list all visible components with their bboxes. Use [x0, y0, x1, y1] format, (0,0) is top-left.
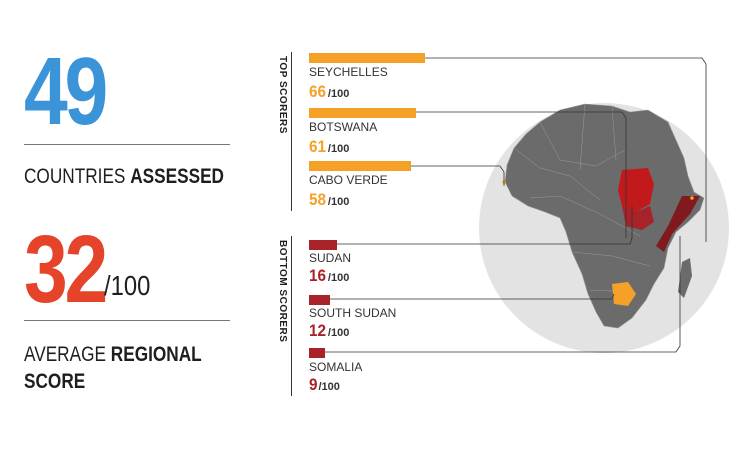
- score-seychelles: 66/100: [309, 82, 349, 102]
- score-south-sudan-max: /100: [327, 327, 350, 339]
- bar-sudan: [309, 240, 337, 250]
- sudan-region: [618, 168, 654, 212]
- score-somalia-max: /100: [318, 381, 340, 393]
- divider-top: [24, 144, 230, 145]
- average-label-line2: SCORE: [24, 370, 86, 393]
- score-seychelles-max: /100: [327, 88, 350, 100]
- score-seychelles-value: 66: [309, 82, 327, 101]
- average-score-number: 32: [24, 216, 108, 323]
- countries-label-bold: ASSESSED: [130, 165, 224, 188]
- bar-botswana: [309, 108, 416, 118]
- score-somalia: 9/100: [309, 375, 340, 395]
- bar-seychelles: [309, 53, 425, 63]
- label-south-sudan: SOUTH SUDAN: [309, 306, 397, 320]
- score-somalia-value: 9: [309, 375, 318, 394]
- score-sudan-value: 16: [309, 266, 327, 285]
- score-cabo-verde-value: 58: [309, 190, 327, 209]
- south-sudan-region: [622, 206, 654, 230]
- score-south-sudan-value: 12: [309, 321, 327, 340]
- score-botswana-value: 61: [309, 137, 327, 156]
- botswana-region: [612, 282, 636, 306]
- countries-label-plain: COUNTRIES: [24, 165, 131, 188]
- bar-somalia: [309, 348, 325, 358]
- label-somalia: SOMALIA: [309, 360, 363, 374]
- label-botswana: BOTSWANA: [309, 120, 378, 134]
- score-south-sudan: 12/100: [309, 321, 349, 341]
- bar-cabo-verde: [309, 161, 411, 171]
- average-label-plain: AVERAGE: [24, 343, 111, 366]
- divider-bottom: [24, 320, 230, 321]
- top-scorers-line: [291, 52, 292, 211]
- countries-assessed-label: COUNTRIES ASSESSED: [24, 163, 224, 190]
- top-scorers-label: TOP SCORERS: [277, 56, 288, 134]
- bottom-scorers-label: BOTTOM SCORERS: [277, 240, 288, 343]
- bottom-scorers-line: [291, 236, 292, 396]
- somalia-region: [656, 196, 700, 252]
- madagascar: [678, 258, 692, 298]
- connector-lines: [309, 57, 707, 353]
- average-label-bold: REGIONAL: [110, 343, 202, 366]
- score-cabo-verde-max: /100: [327, 196, 350, 208]
- label-cabo-verde: CABO VERDE: [309, 173, 388, 187]
- score-botswana: 61/100: [309, 137, 349, 157]
- border-lines: [513, 103, 651, 293]
- bar-south-sudan: [309, 295, 330, 305]
- africa-continent: [504, 103, 705, 329]
- score-sudan-max: /100: [327, 272, 350, 284]
- label-seychelles: SEYCHELLES: [309, 65, 388, 79]
- label-sudan: SUDAN: [309, 251, 352, 265]
- score-botswana-max: /100: [327, 143, 350, 155]
- countries-assessed-number: 49: [24, 38, 108, 145]
- score-cabo-verde: 58/100: [309, 190, 349, 210]
- average-score-suffix: /100: [104, 270, 151, 301]
- average-score-label: AVERAGE REGIONAL SCORE: [24, 341, 202, 395]
- seychelles-marker: [690, 196, 694, 200]
- score-sudan: 16/100: [309, 266, 349, 286]
